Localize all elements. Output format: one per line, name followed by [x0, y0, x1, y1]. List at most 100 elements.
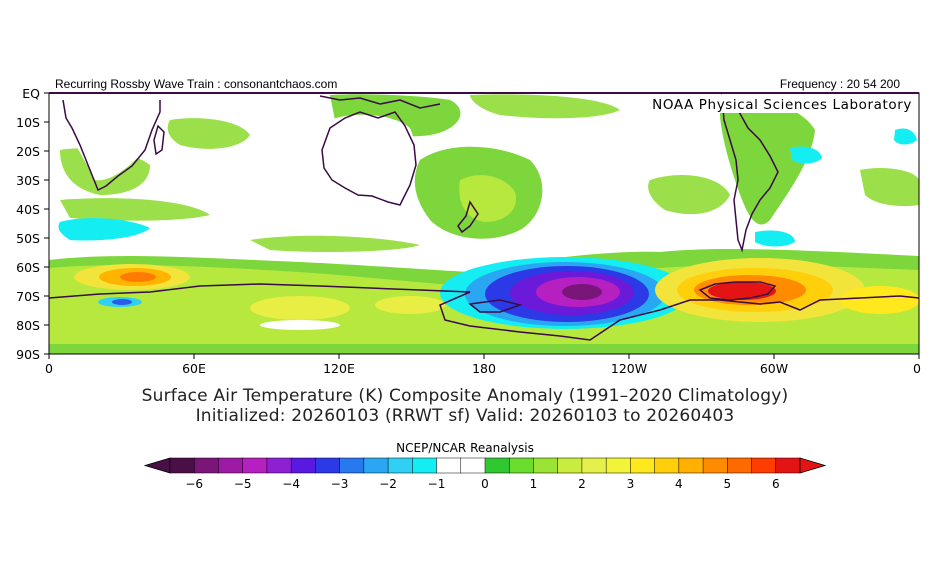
- colorbar-swatch: [702, 457, 728, 474]
- colorbar-swatch: [193, 457, 220, 474]
- colorbar-tick-label: 2: [578, 477, 586, 491]
- colorbar-swatch: [339, 457, 365, 474]
- colorbar-tick-label: −1: [428, 477, 446, 491]
- colorbar-tick-label: 0: [481, 477, 489, 491]
- colorbar-swatch: [436, 457, 462, 474]
- colorbar-tick-label: −5: [234, 477, 252, 491]
- green-patch-tasman-inner: [459, 175, 516, 222]
- lon-label-0-right: 0: [913, 361, 921, 376]
- warm-anomaly-indian-ocean-core: [120, 272, 156, 282]
- colorbar-swatch: [678, 457, 704, 474]
- colorbar-tick-label: 4: [675, 477, 683, 491]
- colorbar-swatch: [533, 457, 559, 474]
- colorbar-swatch: [751, 457, 777, 474]
- coast-antarctic-peninsula: [698, 281, 777, 301]
- lon-label-120e: 120E: [323, 361, 355, 376]
- colorbar-swatch: [218, 457, 244, 474]
- colorbar-swatch: [557, 457, 583, 474]
- colorbar-swatch: [169, 457, 195, 474]
- colorbar-swatch: [484, 457, 510, 474]
- lat-label-30s: 30S: [16, 173, 40, 188]
- warm-anomaly-east-antarctica: [250, 296, 350, 320]
- colorbar-right-arrow: [799, 457, 827, 474]
- caption-title: Surface Air Temperature (K) Composite An…: [141, 386, 789, 406]
- land-australia: [325, 114, 416, 206]
- colorbar-tick-label: 6: [772, 477, 780, 491]
- coast-ross-ice-shelf: [468, 299, 523, 313]
- coast-south-america: [721, 94, 779, 253]
- lat-label-eq: EQ: [22, 86, 40, 101]
- lon-label-60e: 60E: [182, 361, 206, 376]
- lat-label-80s: 80S: [16, 318, 40, 333]
- green-patch-indian-mid: [60, 198, 210, 221]
- lat-label-90s: 90S: [16, 347, 40, 362]
- cool-patch-south-atlantic: [790, 146, 822, 164]
- colorbar-swatch: [581, 457, 607, 474]
- green-patch-atlantic-east: [860, 168, 919, 207]
- colorbar-tick-label: −2: [379, 477, 397, 491]
- axis-ticks: [44, 92, 920, 359]
- colorbar-swatch: [363, 457, 389, 474]
- colorbar-tick-label: −3: [331, 477, 349, 491]
- warm-anomaly-far-east: [840, 286, 919, 314]
- caption-dates: Initialized: 20260103 (RRWT sf) Valid: 2…: [195, 406, 735, 426]
- colorbar-swatch: [605, 457, 631, 474]
- white-patch-antarctica: [260, 320, 340, 330]
- colorbar-swatch: [460, 457, 486, 474]
- green-patch-indian-ocean: [167, 118, 250, 149]
- colorbar-swatch: [775, 457, 801, 474]
- lat-label-50s: 50S: [16, 231, 40, 246]
- colorbar-swatch: [654, 457, 680, 474]
- green-patch-south-atlantic: [648, 175, 730, 215]
- credit-background: [620, 95, 916, 113]
- colorbar-tick-label: 1: [530, 477, 538, 491]
- green-patch-pacific-north: [470, 94, 620, 119]
- credit-text: NOAA Physical Sciences Laboratory: [652, 97, 912, 113]
- lon-label-60w: 60W: [760, 361, 788, 376]
- cool-patch-atlantic-south: [755, 230, 795, 247]
- colorbar-swatch: [412, 457, 438, 474]
- lon-label-120w: 120W: [611, 361, 647, 376]
- coast-new-zealand: [457, 200, 479, 234]
- cold-anomaly-core: [562, 284, 602, 300]
- lat-label-40s: 40S: [16, 202, 40, 217]
- coast-madagascar: [153, 124, 165, 156]
- anomaly-field: [49, 93, 919, 354]
- colorbar: −6 −5 −4 −3 −2 −1 0 1 2 3 4 5 6: [143, 457, 827, 491]
- lat-label-70s: 70S: [16, 289, 40, 304]
- header-source-text: Recurring Rossby Wave Train : consonantc…: [55, 77, 338, 91]
- colorbar-left-arrow: [143, 457, 171, 474]
- colorbar-tick-label: 3: [627, 477, 635, 491]
- colorbar-swatch: [266, 457, 292, 474]
- warm-anomaly-east-antarctica-2: [375, 296, 445, 314]
- coastlines: [49, 94, 919, 341]
- lon-label-180: 180: [472, 361, 496, 376]
- cool-patch-indian-south: [58, 218, 150, 241]
- coast-indonesia-islands: [319, 95, 441, 109]
- colorbar-swatch: [630, 457, 656, 474]
- lat-label-60s: 60S: [16, 260, 40, 275]
- coast-antarctica: [49, 283, 919, 341]
- header-frequency-text: Frequency : 20 54 200: [779, 77, 900, 91]
- lat-label-20s: 20S: [16, 144, 40, 159]
- colorbar-swatch: [727, 457, 753, 474]
- coast-africa: [62, 99, 161, 192]
- colorbar-tick-label: −6: [185, 477, 203, 491]
- colorbar-tick-label: 5: [723, 477, 731, 491]
- cool-patch-antarctica-core: [112, 299, 132, 305]
- colorbar-swatch: [242, 457, 268, 474]
- colorbar-swatch: [508, 457, 535, 474]
- warm-anomaly-weddell-core: [708, 282, 776, 300]
- colorbar-swatch: [387, 457, 413, 474]
- colorbar-tick-label: −4: [282, 477, 300, 491]
- lon-label-0: 0: [45, 361, 53, 376]
- lat-label-10s: 10S: [16, 115, 40, 130]
- colorbar-title: NCEP/NCAR Reanalysis: [396, 441, 534, 455]
- green-patch-lower-mid-lat: [250, 235, 420, 253]
- coast-australia: [321, 111, 417, 206]
- green-patch-south-america: [719, 99, 815, 225]
- cool-patch-far-east: [894, 128, 917, 145]
- colorbar-swatch: [290, 457, 316, 474]
- colorbar-swatch: [315, 457, 341, 474]
